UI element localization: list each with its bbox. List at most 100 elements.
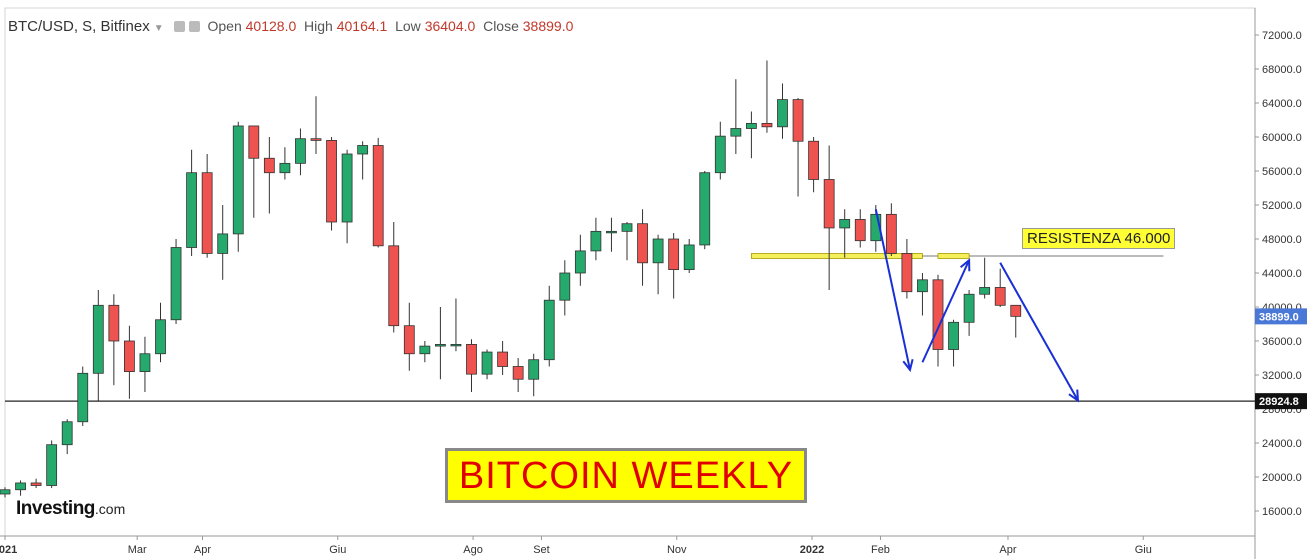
x-tick-label: Ago [463,544,483,556]
symbol-label[interactable]: BTC/USD, S, Bitfinex [8,18,150,35]
candle-body [450,343,462,347]
candle-body [543,299,555,361]
candle-body [357,145,369,155]
open-label: Open [207,18,242,34]
candle-body [295,138,306,164]
arrow-line [921,259,971,363]
y-tick-label: 48000.0 [1262,234,1302,246]
candle-body [15,482,26,491]
logo-brand: Investing [16,498,95,519]
y-tick-label: 64000.0 [1262,98,1302,110]
candle-body [870,213,882,242]
candle-body [512,366,524,380]
candle-body [528,359,540,380]
low-value: 36404.0 [424,18,476,34]
chart-header: BTC/USD, S, Bitfinex ▼ Open 40128.0 High … [8,18,573,35]
candle-body [808,140,819,180]
candle-body [854,219,866,242]
high-label: High [304,18,333,34]
resistance-zone [937,253,970,259]
chart-title-annotation: BITCOIN WEEKLY [445,448,807,503]
candle-body [777,99,788,128]
candle-body [559,272,571,301]
candle-body [714,135,726,174]
candle-body [263,157,275,174]
candle-body [761,123,773,128]
candle-body [1010,304,1022,317]
candle-body [217,233,229,254]
candle-body [139,353,151,373]
candle-body [621,223,633,232]
candle-body [730,128,742,137]
close-value: 38899.0 [522,18,574,34]
candle-body [606,230,617,234]
x-tick-label: Set [533,544,550,556]
settings-icon[interactable] [188,21,200,32]
candle-body [481,351,493,375]
close-label: Close [483,18,519,34]
candle-body [341,153,353,223]
eye-icon[interactable] [173,21,185,32]
candle-body [839,219,851,229]
x-tick-label: Apr [194,544,211,556]
candle-body [372,145,384,247]
resistance-zone [751,253,923,259]
candle-body [574,250,586,274]
x-tick-label: Giu [329,544,346,556]
candle-body [466,343,477,375]
logo-suffix: .com [94,501,126,517]
candle-body [590,230,602,252]
candle-body [434,343,446,347]
candle-body [155,319,166,355]
candle-body [124,340,135,373]
arrow-line [999,262,1079,401]
candle-body [652,238,664,264]
candle-body [792,99,804,142]
candle-body [917,279,928,293]
y-tick-label: 56000.0 [1262,166,1302,178]
x-tick-label: Feb [871,544,890,556]
x-tick-label: 2022 [800,544,824,556]
candle-body [77,372,89,423]
y-tick-label: 16000.0 [1262,506,1302,518]
candle-body [885,213,897,254]
arrow-head [959,258,971,272]
x-tick-label: Nov [667,544,687,556]
candle-body [310,138,322,141]
candle-body [326,139,337,223]
candle-body [683,244,695,270]
y-tick-label: 24000.0 [1262,438,1302,450]
line-price-label: 28924.8 [1259,396,1299,408]
candle-body [0,489,11,495]
resistance-label: RESISTENZA 46.000 [1022,228,1176,249]
last-price-tag [1255,308,1307,325]
candle-body [232,125,244,235]
last-price-label: 38899.0 [1259,311,1299,323]
candle-body [668,238,680,271]
candle-body [46,444,58,486]
candle-body [92,304,104,374]
candle-body [388,245,400,327]
candle-body [248,125,260,159]
open-value: 40128.0 [245,18,297,34]
candle-body [901,253,913,293]
y-tick-label: 72000.0 [1262,30,1302,42]
candle-body [979,287,991,295]
candle-body [201,172,213,254]
candle-body [963,293,975,323]
candle-body [823,179,835,229]
candle-body [61,421,73,446]
candle-body [637,223,648,264]
candle-body [170,247,182,321]
x-tick-label: Apr [999,544,1016,556]
candle-body [948,321,959,350]
y-tick-label: 52000.0 [1262,200,1302,212]
candle-body [108,304,120,342]
y-tick-label: 20000.0 [1262,472,1302,484]
dropdown-caret-icon[interactable]: ▼ [153,23,164,34]
candle-body [497,351,509,367]
x-tick-label: Giu [1135,544,1152,556]
candle-body [994,287,1006,306]
candle-body [279,162,291,174]
